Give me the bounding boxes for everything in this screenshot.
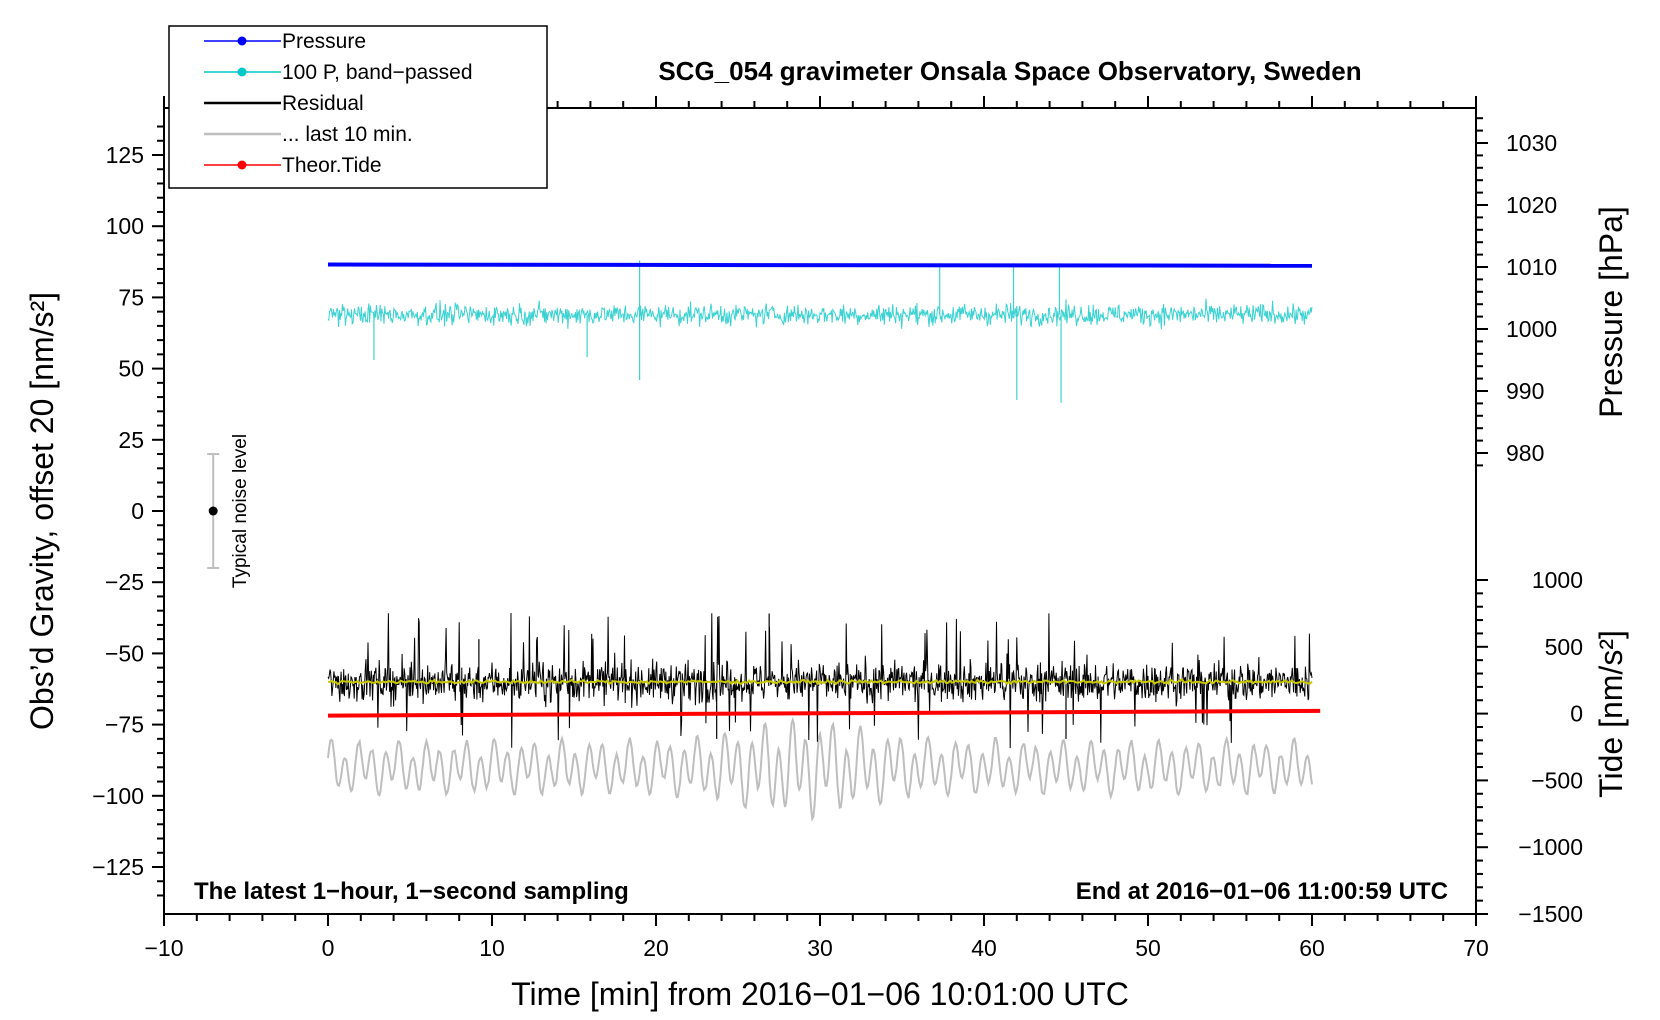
band-passed-pressure-line <box>327 298 1313 330</box>
legend-box <box>168 25 548 189</box>
pressure-tick-label: 1010 <box>1506 254 1557 280</box>
x-tick-label: 70 <box>1463 935 1489 961</box>
x-tick-label: 10 <box>479 935 505 961</box>
legend-marker <box>237 67 247 77</box>
legend-marker <box>237 36 247 46</box>
x-tick-label: 40 <box>971 935 997 961</box>
x-tick-label: 0 <box>322 935 335 961</box>
x-tick-label: 60 <box>1299 935 1325 961</box>
legend: Pressure 100 P, band−passed Residual ... la… <box>168 25 548 189</box>
y-left-axis-title: Obs’d Gravity, offset 20 [nm/s²] <box>24 292 60 730</box>
y-left-tick-label: −125 <box>92 854 144 880</box>
pressure-tick-label: 990 <box>1506 378 1544 404</box>
x-tick-label: 50 <box>1135 935 1161 961</box>
tide-axis-title: Tide [nm/s²] <box>1593 630 1629 798</box>
tide-tick-label: −500 <box>1531 767 1583 793</box>
y-left-tick-label: 25 <box>118 427 144 453</box>
residual-line <box>327 612 1313 749</box>
pressure-tick-label: 1000 <box>1506 316 1557 342</box>
x-tick-label: 30 <box>807 935 833 961</box>
residual-smoothed-line <box>327 678 1313 686</box>
legend-label: Residual <box>282 92 364 115</box>
ticks-layer: −10 0 10 20 30 40 50 60 701251007550250−25−50−75… <box>92 96 1583 961</box>
legend-label: 100 P, band−passed <box>282 61 473 84</box>
pressure-tick-label: 1020 <box>1506 192 1557 218</box>
y-left-tick-label: 0 <box>131 498 144 524</box>
tide-tick-label: −1000 <box>1518 834 1583 860</box>
last-10-min-line <box>327 716 1313 822</box>
x-tick-label: 20 <box>643 935 669 961</box>
tide-tick-label: 500 <box>1545 634 1583 660</box>
y-left-tick-label: −75 <box>105 712 144 738</box>
y-left-tick-label: 100 <box>106 213 144 239</box>
y-left-tick-label: −25 <box>105 569 144 595</box>
plot-frame <box>163 107 1477 915</box>
end-time-annotation: End at 2016−01−06 11:00:59 UTC <box>1076 878 1448 905</box>
noise-center-dot <box>208 506 218 516</box>
y-left-tick-label: 125 <box>106 142 144 168</box>
legend-label: Theor.Tide <box>282 154 382 177</box>
y-left-tick-label: −50 <box>105 640 144 666</box>
noise-label: Typical noise level <box>230 434 251 588</box>
tide-tick-label: −1500 <box>1518 901 1583 927</box>
theor-tide-line <box>327 708 1321 718</box>
pressure-line <box>327 262 1313 268</box>
plot-series <box>327 260 1321 822</box>
sampling-annotation: The latest 1−hour, 1−second sampling <box>194 878 629 905</box>
pressure-tick-label: 1030 <box>1506 130 1557 156</box>
x-tick-label: −10 <box>144 935 183 961</box>
x-axis-title: Time [min] from 2016−01−06 10:01:00 UTC <box>511 976 1129 1012</box>
pressure-axis-title: Pressure [hPa] <box>1593 206 1629 418</box>
legend-marker <box>237 160 247 170</box>
tide-tick-label: 0 <box>1570 701 1583 727</box>
y-left-tick-label: −100 <box>92 783 144 809</box>
legend-label: Pressure <box>282 30 366 53</box>
y-left-tick-label: 75 <box>118 284 144 310</box>
legend-label: ... last 10 min. <box>282 123 413 146</box>
y-left-tick-label: 50 <box>118 356 144 382</box>
tide-tick-label: 1000 <box>1532 567 1583 593</box>
chart-title: SCG_054 gravimeter Onsala Space Observat… <box>658 56 1361 86</box>
pressure-tick-label: 980 <box>1506 440 1544 466</box>
noise-level-indicator: Typical noise level <box>207 434 251 588</box>
